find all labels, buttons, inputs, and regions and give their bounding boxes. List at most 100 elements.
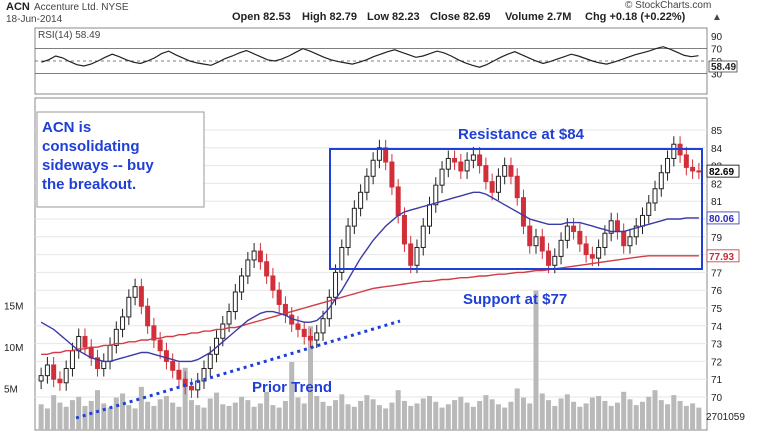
quote-date: 18-Jun-2014	[6, 14, 63, 25]
volume-axis: 15M 10M 5M	[4, 302, 23, 396]
support-label: Support at $77	[463, 291, 567, 308]
candle-body	[627, 236, 633, 247]
volume-bar	[220, 404, 226, 430]
volume-bar	[696, 407, 702, 430]
candle-body	[57, 378, 63, 384]
candle-body	[314, 332, 320, 341]
volume-bar	[195, 405, 201, 430]
volume-bar	[452, 400, 458, 430]
candle-body	[82, 335, 88, 348]
company-name: Accenture Ltd. NYSE	[34, 2, 129, 13]
last-value-box	[706, 249, 740, 263]
volume-bar	[458, 396, 464, 430]
rsi-tick-label: 70	[711, 45, 723, 56]
volume-bar	[602, 400, 608, 430]
volume-bars	[38, 290, 702, 430]
candle-body	[495, 175, 501, 193]
candle-body	[690, 166, 696, 172]
volume-bar	[477, 400, 483, 430]
rsi-label: RSI(14) 58.49	[38, 30, 101, 41]
candle-body	[69, 350, 75, 370]
candle-body	[621, 230, 627, 247]
candle-body	[646, 202, 652, 216]
rsi-tick-label: 90	[711, 32, 723, 43]
volume-bar	[301, 403, 307, 430]
annotations: ACN is consolidating sideways -- buy the…	[36, 111, 703, 420]
volume-bar	[38, 404, 44, 430]
volume-bar	[514, 388, 520, 430]
candle-body	[596, 246, 602, 259]
volume-bar	[151, 405, 157, 430]
rsi-tick-label: 30	[711, 69, 723, 80]
high-value: High 82.79	[302, 11, 357, 23]
candle-body	[464, 159, 470, 172]
last-value-box	[706, 164, 740, 178]
rsi-line	[41, 46, 699, 68]
volume-bar	[214, 392, 220, 430]
candle-body	[295, 323, 301, 330]
trend-label: Prior Trend	[252, 379, 332, 396]
candle-body	[489, 181, 495, 193]
volume-bar	[445, 404, 451, 430]
volume-bar	[483, 395, 489, 430]
volume-bar	[508, 401, 514, 430]
volume-bar	[51, 395, 57, 430]
candle-body	[383, 147, 389, 163]
volume-bar	[320, 401, 326, 430]
candle-body	[564, 225, 570, 241]
candle-body	[558, 239, 564, 257]
volume-bar	[502, 407, 508, 430]
volume-bar	[671, 395, 677, 430]
price-tick-label: 84	[711, 144, 723, 155]
candle-body	[539, 236, 545, 252]
volume-bar	[88, 400, 94, 430]
note-line-1: ACN is	[42, 119, 91, 136]
ma50-line	[40, 191, 699, 363]
candle-body	[433, 184, 439, 206]
candle-body	[408, 243, 414, 266]
volume-bar	[101, 403, 107, 430]
price-tick-label: 82	[711, 179, 723, 190]
candle-body	[470, 154, 476, 161]
candle-body	[477, 154, 483, 167]
candle-body	[157, 339, 163, 352]
price-grid	[35, 129, 707, 398]
candle-body	[589, 254, 595, 259]
candle-body	[514, 175, 520, 199]
volume-value: Volume 2.7M	[505, 11, 571, 23]
note-line-3: sideways -- buy	[42, 157, 154, 174]
candle-body	[226, 311, 232, 325]
price-tick-label: 73	[711, 340, 723, 351]
volume-bar	[608, 405, 614, 430]
price-tick-label: 77	[711, 268, 723, 279]
candle-body	[151, 325, 157, 341]
volume-bar	[627, 399, 633, 430]
volume-bar	[295, 397, 301, 430]
candle-body	[502, 165, 508, 177]
price-tick-label: 72	[711, 357, 723, 368]
low-value: Low 82.23	[367, 11, 420, 23]
volume-bar	[652, 390, 658, 430]
price-tick-label: 71	[711, 375, 723, 386]
candle-body	[520, 197, 526, 227]
candle-body	[107, 344, 113, 362]
candle-body	[345, 225, 351, 248]
price-tick-label: 79	[711, 233, 723, 244]
candle-body	[351, 207, 357, 227]
volume-bar	[138, 386, 144, 430]
volume-bar	[470, 406, 476, 430]
candle-body	[577, 230, 583, 245]
rsi-grid	[35, 48, 707, 74]
volume-bar	[351, 406, 357, 430]
volume-bar	[132, 408, 138, 430]
volume-bar	[107, 407, 113, 430]
volume-bar	[239, 396, 245, 430]
up-arrow-icon: ▲	[712, 12, 722, 23]
candle-body	[245, 259, 251, 277]
volume-bar	[333, 400, 339, 430]
note-line-4: the breakout.	[42, 176, 136, 193]
candle-body	[188, 385, 194, 391]
volume-bar	[533, 290, 539, 430]
volume-bar	[370, 399, 376, 430]
